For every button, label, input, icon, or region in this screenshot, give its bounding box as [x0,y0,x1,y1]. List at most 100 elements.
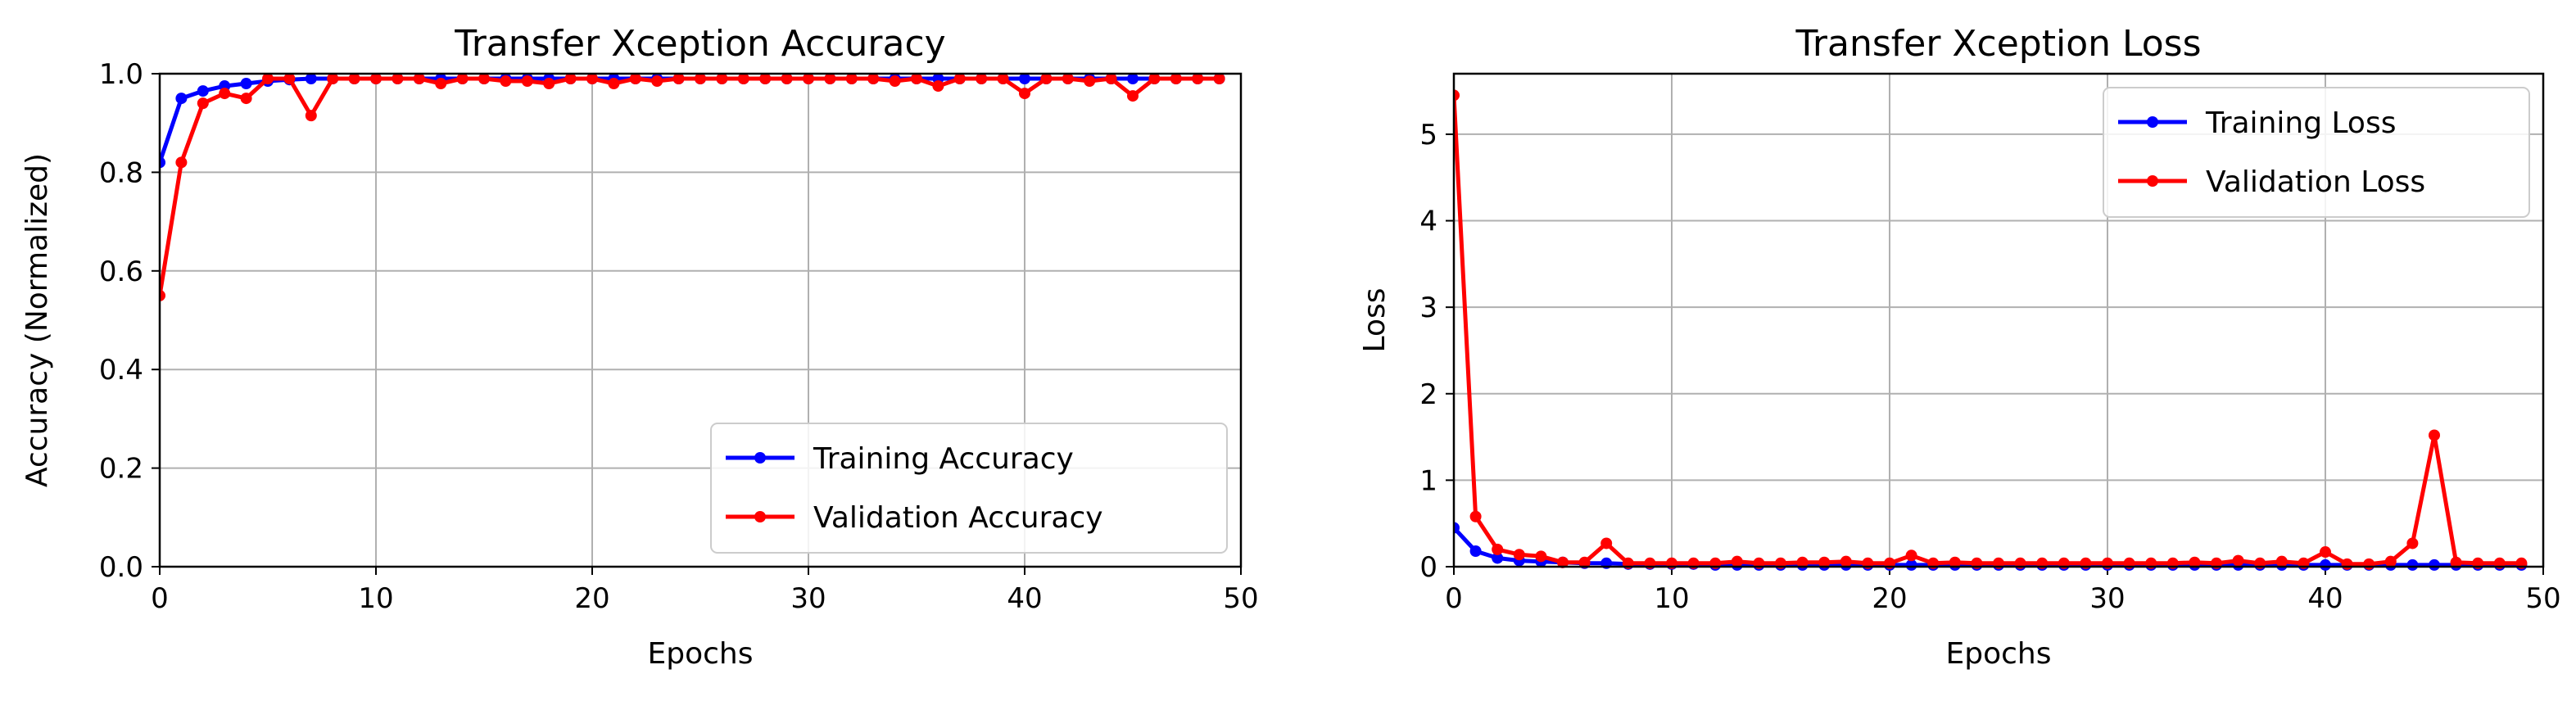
data-point [2429,559,2440,571]
data-point [672,73,685,85]
data-point [1796,556,1809,568]
data-point [867,73,880,85]
axes-frame [1452,72,2545,568]
data-point [160,156,165,169]
data-point [1454,522,1460,534]
x-tick-label: 10 [1654,582,1689,615]
data-point [305,73,317,85]
series-line [160,76,1220,164]
data-point [1492,543,1504,555]
x-tick-label: 40 [2307,582,2343,615]
data-point [327,73,339,85]
series-training-accuracy [160,73,1225,169]
data-point [932,80,944,93]
legend-marker [754,452,766,464]
data-point [1127,90,1139,102]
x-tick-label: 0 [1445,582,1463,615]
data-point [2406,559,2419,571]
x-tick-label: 20 [1872,582,1907,615]
chart-loss: 0 10 20 30 40 50 0 1 2 3 4 5 Transfer Xception Loss E… [1358,23,2561,671]
data-point [737,73,749,85]
legend-label: Validation Loss [2206,165,2425,199]
legend-box [710,423,1228,554]
data-point [219,88,231,100]
data-point [781,73,793,85]
data-point [1818,556,1831,568]
legend-marker [754,511,766,522]
x-tick-label: 10 [358,582,393,615]
data-point [370,73,382,85]
data-point [2363,558,2375,570]
x-tick-label: 30 [2089,582,2125,615]
y-tick-label: 0.2 [99,453,143,486]
data-point [1557,556,1569,568]
x-tick-label: 0 [151,582,169,615]
data-point [1170,73,1182,85]
data-point [1192,73,1204,85]
x-tick-label: 40 [1007,582,1042,615]
x-axis-label: Epochs [648,637,754,671]
y-tick-label: 0.0 [99,551,143,584]
legend-marker [2147,175,2158,187]
data-point [305,110,317,122]
y-tick-label: 5 [1419,119,1437,152]
data-point [543,78,555,90]
data-point [586,73,598,85]
data-point [2384,555,2397,568]
data-point [1578,556,1591,568]
data-point [262,73,274,85]
data-point [478,73,490,85]
data-point [889,75,901,88]
legend-label: Training Accuracy [813,442,1074,476]
data-point [1213,73,1225,85]
y-axis-label: Loss [1358,288,1392,353]
data-point [716,73,728,85]
series-validation-accuracy [160,73,1225,301]
data-point [1731,555,1743,568]
data-point [1905,559,1917,571]
data-point [2232,554,2244,567]
data-point [1062,73,1074,85]
x-tick-label: 30 [790,582,826,615]
legend-marker [2147,116,2158,128]
data-point [953,73,966,85]
data-point [1469,545,1482,557]
y-tick-label: 0.6 [99,256,143,288]
data-point [824,73,836,85]
data-point [2341,558,2353,570]
y-tick-label: 0.4 [99,354,143,387]
y-tick-label: 0 [1419,551,1437,584]
data-point [1019,88,1030,100]
y-tick-label: 1 [1419,464,1437,497]
chart-title: Transfer Xception Loss [1795,23,2201,65]
data-point [2429,429,2440,441]
data-point [175,156,188,169]
data-point [1513,549,1525,561]
data-point [651,75,663,88]
data-point [2320,546,2331,559]
y-tick-label: 2 [1419,378,1437,411]
data-point [2450,556,2462,568]
data-point [803,73,814,85]
data-point [1127,73,1139,85]
data-point [2320,559,2331,571]
y-tick-label: 0.8 [99,156,143,189]
data-point [1469,510,1482,522]
data-point [629,73,641,85]
x-tick-label: 50 [2525,582,2560,615]
chart-title: Transfer Xception Accuracy [454,23,945,65]
data-point [911,73,922,85]
legend-box [2103,87,2530,218]
axes-frame [158,72,1243,568]
data-point [1148,73,1161,85]
data-point [564,73,577,85]
data-point [1040,73,1053,85]
data-point [608,78,620,90]
x-axis-label: Epochs [1946,637,2052,671]
data-point [175,93,188,105]
data-point [1949,556,1961,568]
data-point [1019,73,1030,85]
legend-label: Training Loss [2205,106,2396,140]
data-point [435,78,447,90]
